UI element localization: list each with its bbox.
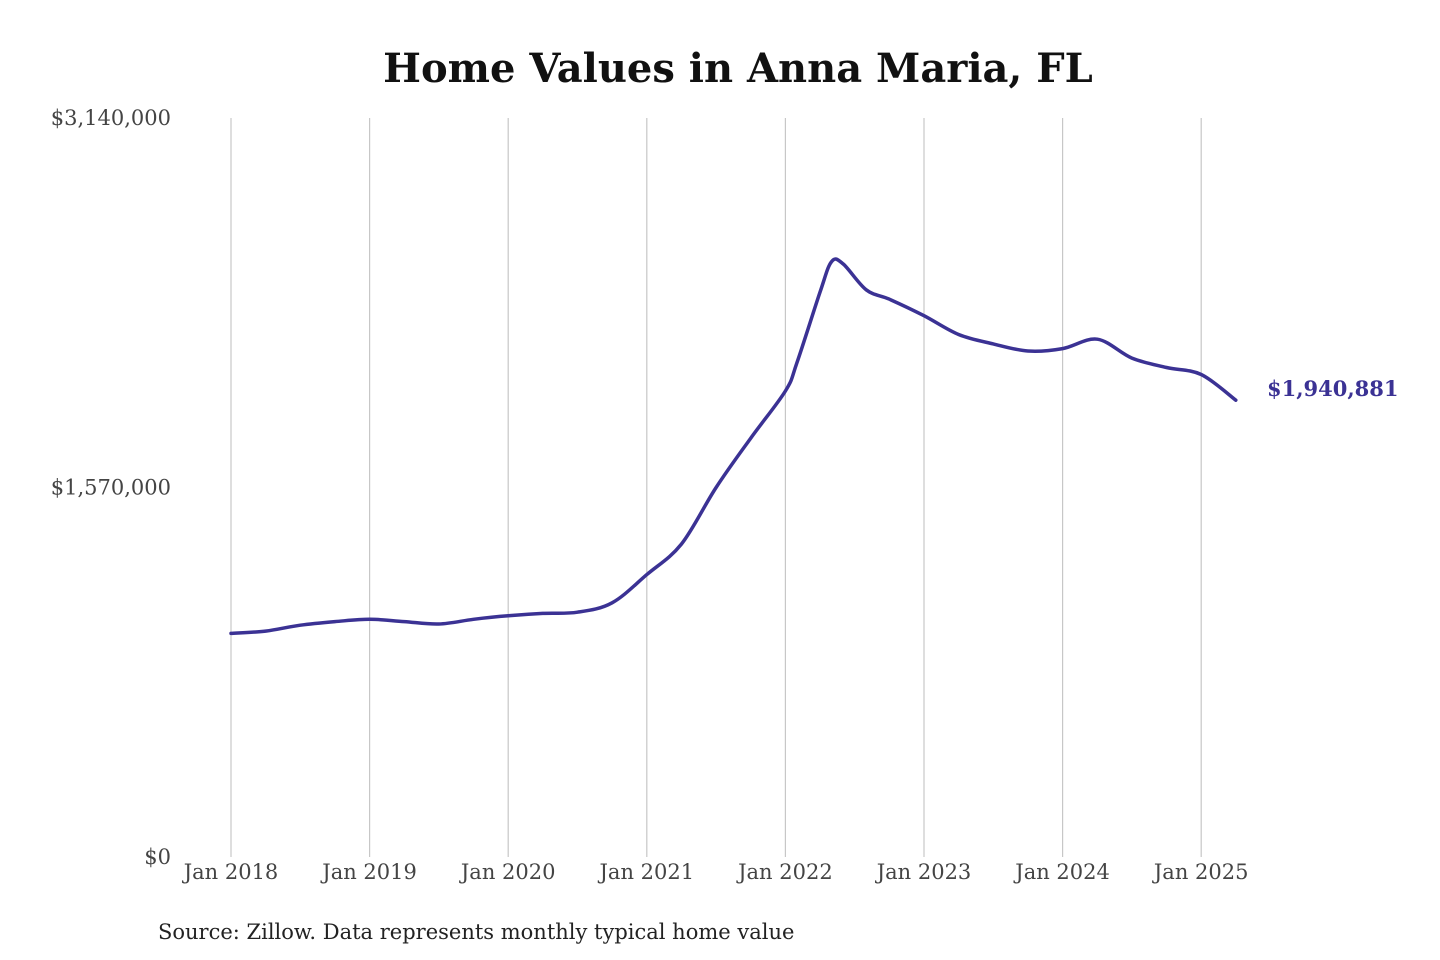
y-tick-label-1: $1,570,000 [51, 476, 171, 500]
x-tick-label-3: Jan 2021 [598, 860, 695, 884]
x-tick-label-2: Jan 2020 [459, 860, 556, 884]
y-tick-label-0: $0 [144, 845, 171, 869]
x-axis-ticks: Jan 2018 Jan 2019 Jan 2020 Jan 2021 Jan 2022… [182, 860, 1249, 884]
source-note: Source: Zillow. Data represents monthly … [158, 920, 794, 944]
x-tick-label-1: Jan 2019 [320, 860, 417, 884]
series-line-0 [229, 257, 1238, 636]
x-gridlines [230, 118, 1202, 857]
x-tick-label-5: Jan 2023 [875, 860, 972, 884]
x-tick-label-6: Jan 2024 [1013, 860, 1110, 884]
x-tick-label-7: Jan 2025 [1152, 860, 1249, 884]
series-layer [229, 257, 1238, 636]
x-tick-label-4: Jan 2022 [736, 860, 833, 884]
y-tick-label-2: $3,140,000 [51, 106, 171, 130]
end-value-label: $1,940,881 [1267, 376, 1399, 401]
x-tick-label-0: Jan 2018 [182, 860, 279, 884]
chart-title: Home Values in Anna Maria, FL [383, 45, 1093, 92]
y-axis-ticks: $0 $1,570,000 $3,140,000 [51, 106, 171, 869]
